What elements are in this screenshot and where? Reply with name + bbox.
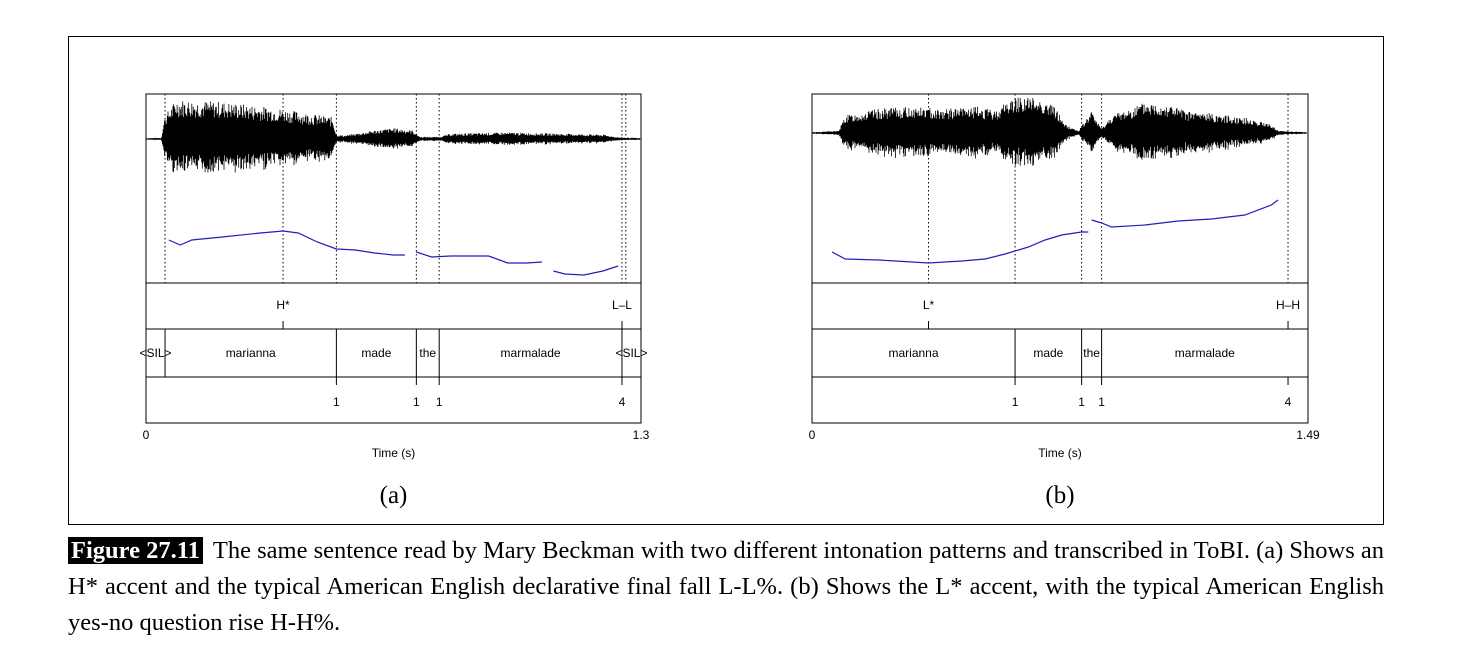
- break-index-label: 1: [1098, 395, 1105, 409]
- panel-box: [811, 93, 1309, 424]
- time-start-label: 0: [143, 428, 150, 442]
- figure-frame: H* L–L <SIL> marianna made the marmalade <SIL> 1…: [68, 36, 1384, 525]
- word-label: <SIL>: [140, 346, 172, 360]
- pitch-track: [831, 231, 1089, 264]
- break-index-label: 1: [1078, 395, 1085, 409]
- panel-box: [145, 93, 642, 424]
- time-axis-label: Time (s): [1038, 446, 1082, 460]
- break-index-label: 4: [619, 395, 626, 409]
- pitch-track: [553, 265, 619, 276]
- panel-letter: (b): [1045, 482, 1074, 509]
- panel-a: H* L–L <SIL> marianna made the marmalade <SIL> 1…: [140, 93, 650, 509]
- pitch-track: [1091, 199, 1279, 228]
- break-index-label: 1: [436, 395, 443, 409]
- word-label: <SIL>: [615, 346, 647, 360]
- break-index-label: 4: [1285, 395, 1292, 409]
- break-index-label: 1: [413, 395, 420, 409]
- word-label: made: [1033, 346, 1063, 360]
- pitch-track: [416, 251, 543, 264]
- waveform: [812, 97, 1307, 166]
- time-end-label: 1.3: [633, 428, 650, 442]
- tone-label: H*: [276, 298, 290, 312]
- break-index-label: 1: [333, 395, 340, 409]
- word-label: the: [1083, 346, 1100, 360]
- caption-label: Figure 27.11: [68, 537, 203, 564]
- time-start-label: 0: [809, 428, 816, 442]
- tone-label: L–L: [612, 298, 632, 312]
- panel-letter: (a): [380, 482, 408, 509]
- word-label: marmalade: [501, 346, 561, 360]
- word-label: marianna: [226, 346, 276, 360]
- word-label: marianna: [889, 346, 939, 360]
- word-label: marmalade: [1175, 346, 1235, 360]
- word-label: the: [419, 346, 436, 360]
- caption-text: The same sentence read by Mary Beckman w…: [68, 537, 1385, 636]
- tone-label: H–H: [1276, 298, 1300, 312]
- figure-caption: Figure 27.11 The same sentence read by Ma…: [68, 533, 1384, 641]
- tone-label: L*: [923, 298, 935, 312]
- time-end-label: 1.49: [1296, 428, 1320, 442]
- waveform: [146, 101, 641, 173]
- time-axis-label: Time (s): [372, 446, 416, 460]
- break-index-label: 1: [1012, 395, 1019, 409]
- word-label: made: [361, 346, 391, 360]
- figure-svg: H* L–L <SIL> marianna made the marmalade <SIL> 1…: [140, 93, 1320, 509]
- pitch-track: [168, 230, 405, 256]
